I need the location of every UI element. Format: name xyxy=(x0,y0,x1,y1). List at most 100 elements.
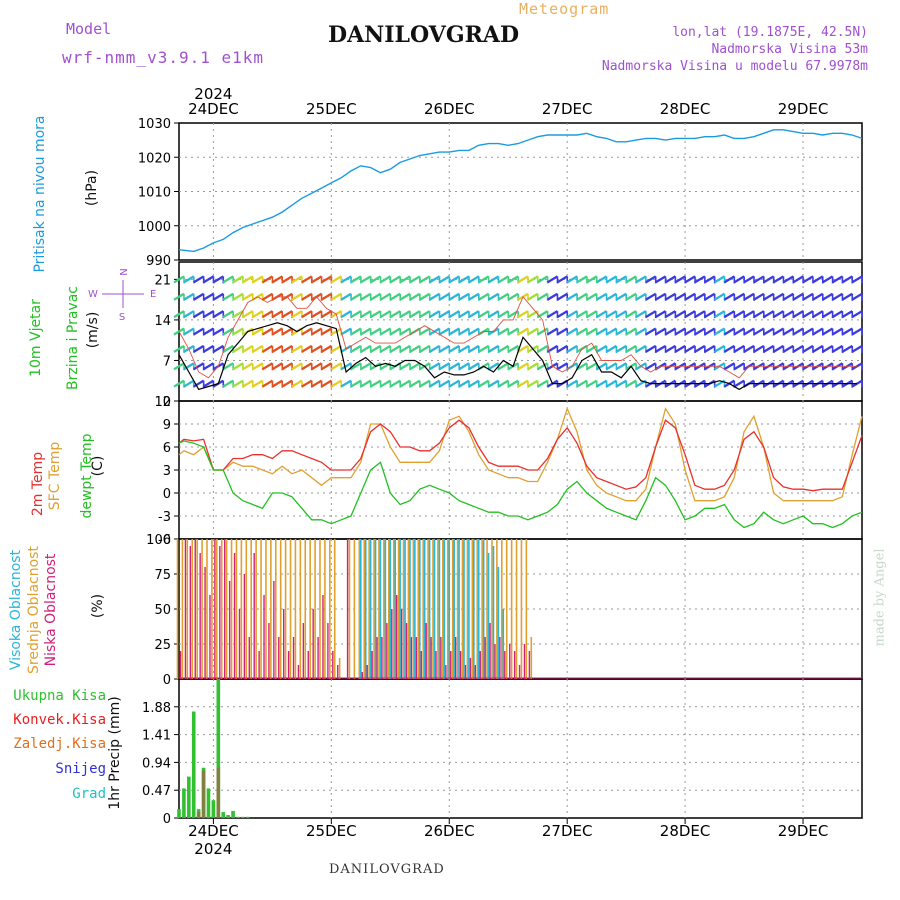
precip-ytick-label: 1.88 xyxy=(142,701,171,716)
wind-barb xyxy=(311,362,323,371)
wind-barb xyxy=(478,379,490,388)
wind-barb xyxy=(311,327,323,336)
temp-ytick-label: 0 xyxy=(163,487,171,502)
wind-barb xyxy=(841,275,853,284)
wind-barb xyxy=(193,292,205,301)
wind-barb xyxy=(222,275,234,284)
wind-barb xyxy=(841,292,853,301)
wind-barb xyxy=(291,275,303,284)
wind-gust-line xyxy=(178,295,858,379)
wind-barb xyxy=(320,275,332,284)
wind-barb xyxy=(812,344,824,353)
wind-barb xyxy=(507,327,519,336)
wind-barb xyxy=(389,292,401,301)
wind-barb xyxy=(527,275,539,284)
wind-barb xyxy=(576,379,588,388)
wind-barb xyxy=(684,344,696,353)
wind-barb xyxy=(183,310,195,319)
wind-barb xyxy=(586,379,598,388)
wind-barb xyxy=(193,310,205,319)
wind-barb xyxy=(242,310,254,319)
wind-barb xyxy=(743,310,755,319)
wind-barb xyxy=(507,292,519,301)
wind-barb xyxy=(517,344,529,353)
temp-ytick-label: -3 xyxy=(158,510,171,525)
wind-barb xyxy=(723,292,735,301)
wind-barb xyxy=(704,275,716,284)
wind-barb xyxy=(281,310,293,319)
top-date-label: 27DEC xyxy=(542,100,593,118)
wind-barb xyxy=(625,327,637,336)
pressure-line xyxy=(178,129,863,253)
precip-total-bar xyxy=(182,788,186,818)
wind-barb xyxy=(232,344,244,353)
wind-barb xyxy=(831,275,843,284)
wind-barb xyxy=(232,310,244,319)
wind-barb xyxy=(271,379,283,388)
wind-barb xyxy=(566,379,578,388)
wind-barb xyxy=(399,275,411,284)
wind-barb xyxy=(330,362,342,371)
wind-barb xyxy=(743,327,755,336)
wind-barb xyxy=(173,344,185,353)
wind-barb xyxy=(173,310,185,319)
wind-barb xyxy=(556,344,568,353)
coords-label: lon,lat (19.1875E, 42.5N) xyxy=(672,25,868,40)
wind-barb xyxy=(694,344,706,353)
wind-barb xyxy=(458,362,470,371)
wind-barb xyxy=(763,310,775,319)
wind-barb xyxy=(379,327,391,336)
precip-total-bar xyxy=(206,788,211,818)
wind-barb xyxy=(340,275,352,284)
wind-barb xyxy=(802,275,814,284)
wind-barb xyxy=(428,310,441,319)
wind-barb xyxy=(576,327,588,336)
wind-barb xyxy=(232,362,244,371)
wind-barb xyxy=(340,327,352,336)
wind-barb xyxy=(733,344,745,353)
wind-barb xyxy=(252,344,264,353)
wind-barb xyxy=(772,344,785,353)
precip-strat-bar xyxy=(216,767,221,818)
wind-barb xyxy=(438,362,450,371)
wind-barb xyxy=(291,362,303,371)
wind-barb xyxy=(291,379,303,388)
wind-barb xyxy=(497,327,509,336)
wind-barb xyxy=(753,327,765,336)
wind-barb xyxy=(222,344,234,353)
wind-barb xyxy=(369,379,382,388)
wind-barb xyxy=(419,275,431,284)
pressure-ytick-label: 1000 xyxy=(138,220,171,235)
dewpt-line xyxy=(178,440,863,529)
wind-barb xyxy=(635,275,647,284)
wind-barb xyxy=(822,310,834,319)
wind-barb xyxy=(232,292,244,301)
wind-barb xyxy=(487,362,500,371)
precip-total-bar xyxy=(226,815,230,818)
wind-barb xyxy=(537,327,549,336)
wind-barb xyxy=(399,292,411,301)
wind-barb xyxy=(291,310,303,319)
wind-barb xyxy=(478,275,490,284)
wind-barb xyxy=(320,327,332,336)
wind-barb xyxy=(753,344,765,353)
wind-barb xyxy=(566,327,578,336)
wind-barb xyxy=(261,362,274,371)
wind-barb xyxy=(615,327,627,336)
wind-barb xyxy=(654,327,667,336)
wind-barb xyxy=(330,379,342,388)
wind-barb xyxy=(350,379,362,388)
wind-barb xyxy=(320,379,332,388)
wind-barb xyxy=(301,292,313,301)
precip-total-bar xyxy=(241,816,245,818)
wind-barb xyxy=(193,344,205,353)
wind-barb xyxy=(851,310,863,319)
wind-barb xyxy=(419,344,431,353)
wind-barb xyxy=(596,362,608,371)
wind-barb xyxy=(812,310,824,319)
wind-barb xyxy=(212,344,224,353)
wind-barb xyxy=(360,344,372,353)
wind-barb xyxy=(360,327,372,336)
wind-barb xyxy=(782,275,794,284)
wind-barb xyxy=(242,292,254,301)
